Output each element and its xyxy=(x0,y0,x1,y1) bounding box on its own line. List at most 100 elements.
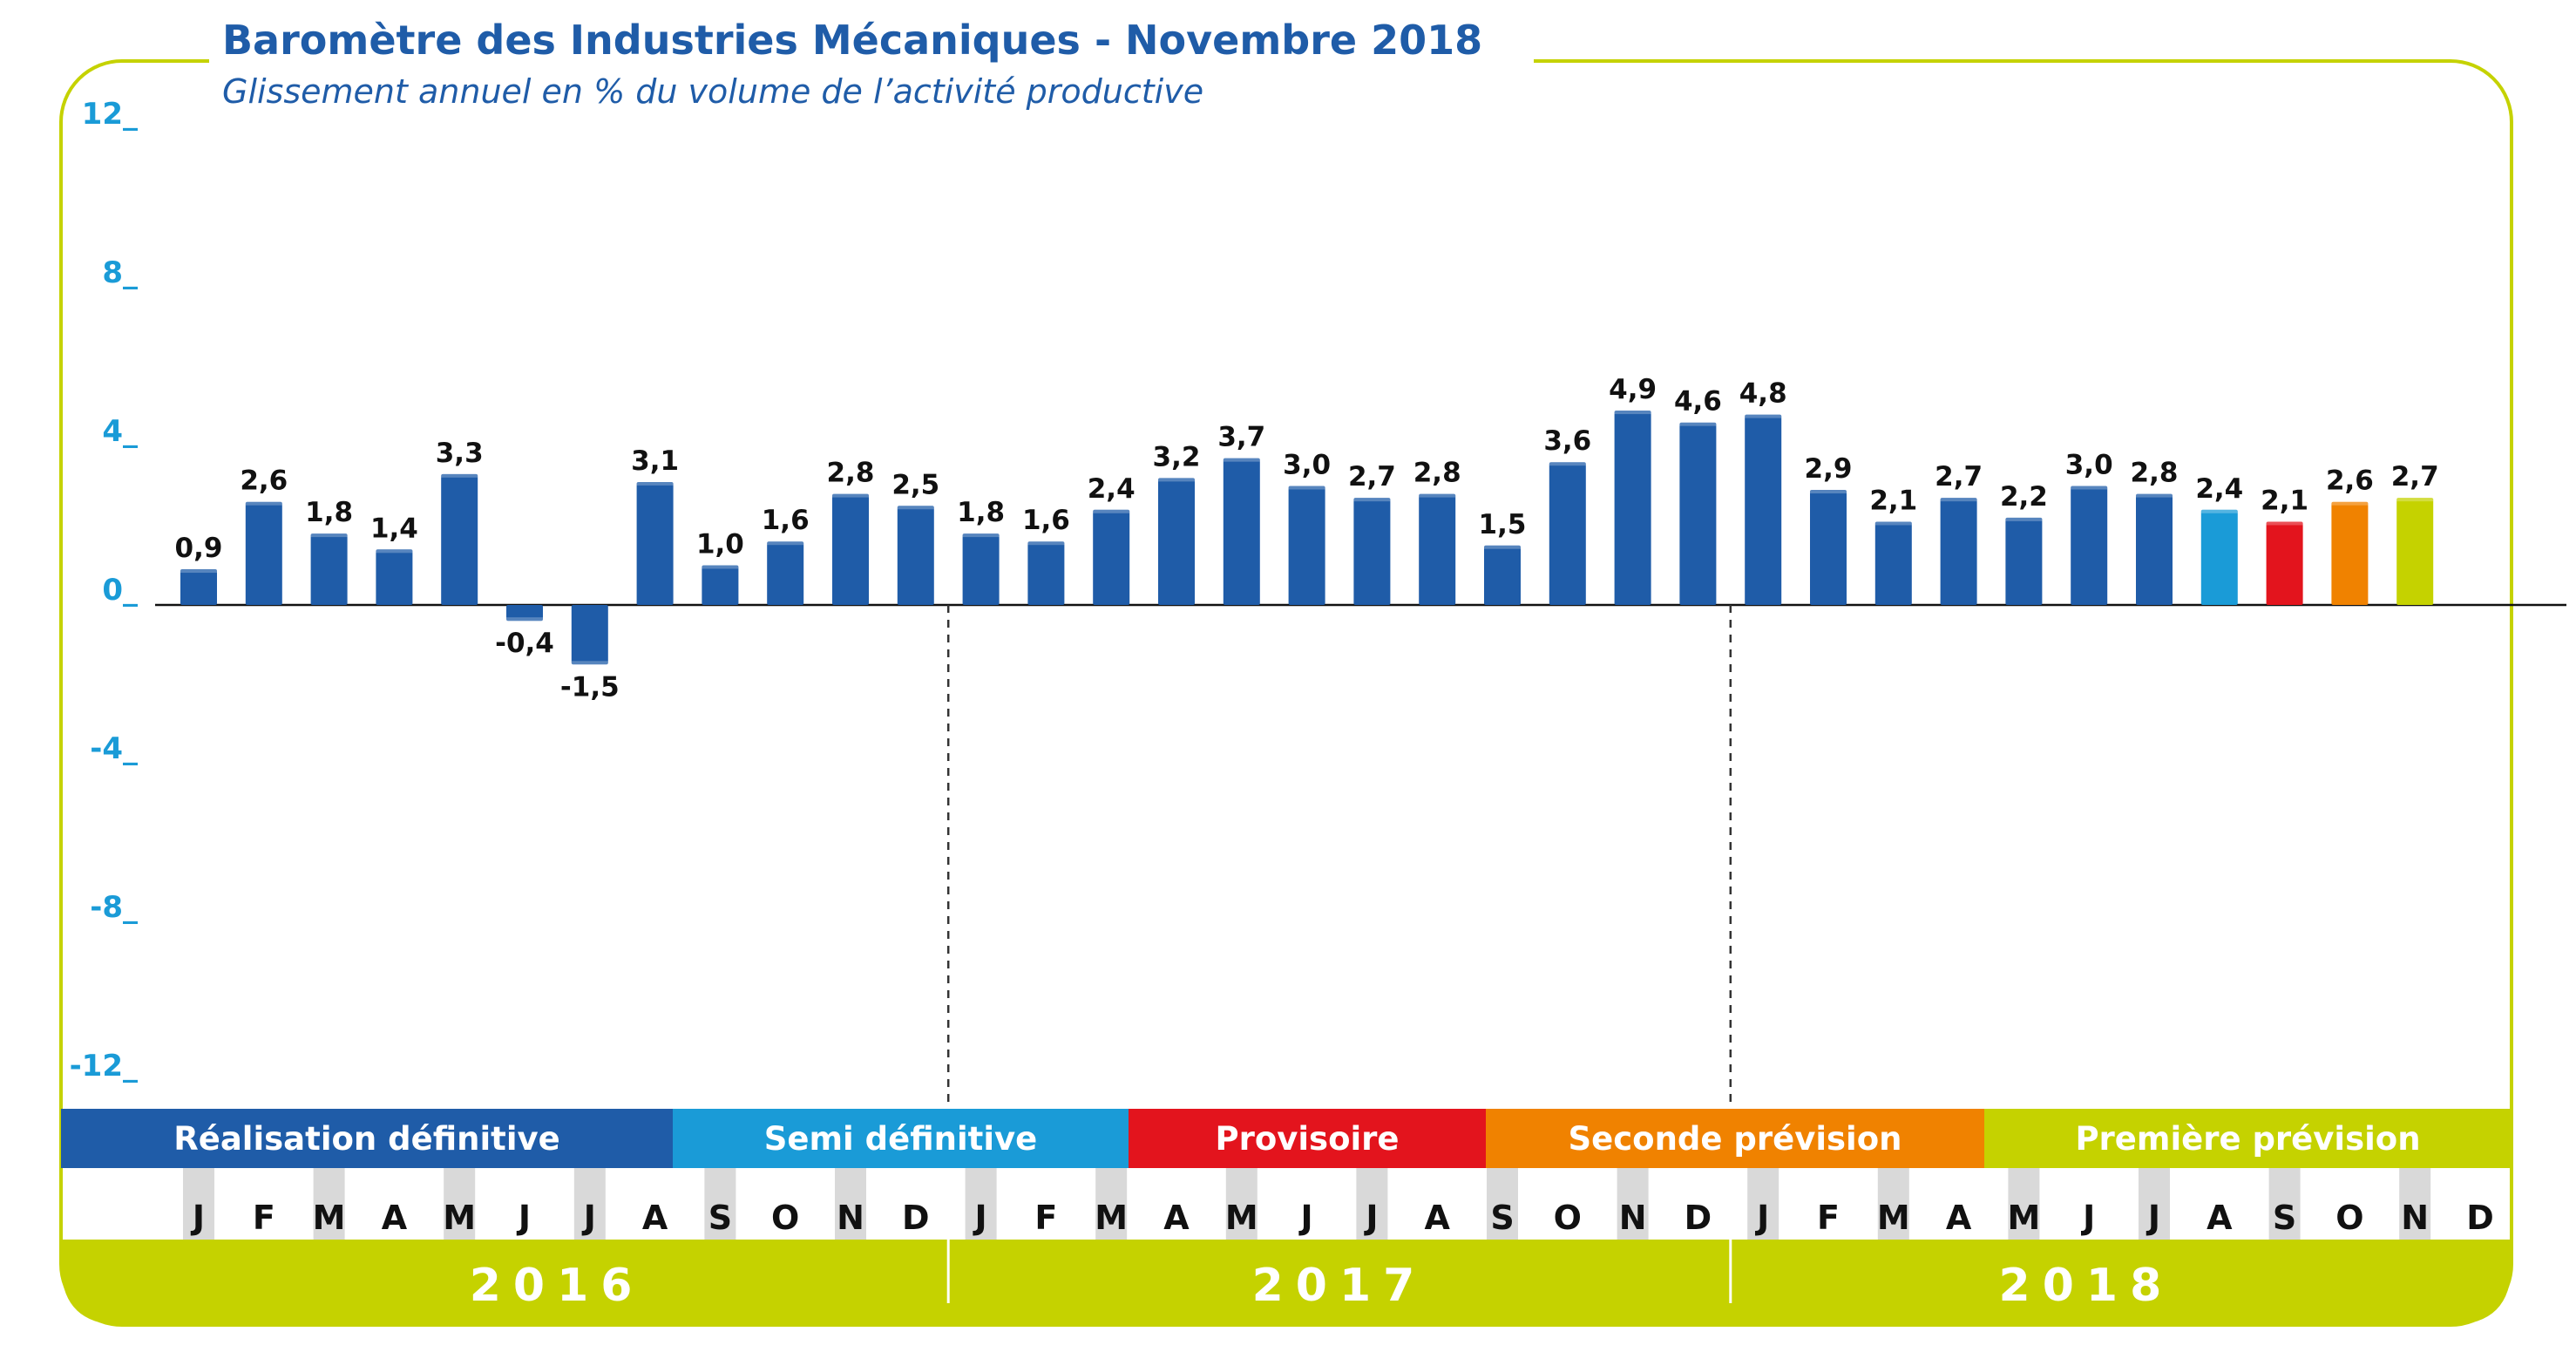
month-label: A xyxy=(1163,1199,1190,1237)
data-label: 2,8 xyxy=(2131,458,2179,489)
data-label: 2,9 xyxy=(1805,453,1853,485)
y-axis: 12_ 8_ 4_ 0_ -4_ -8_ -12_ xyxy=(70,97,138,1084)
data-label: 2,6 xyxy=(240,465,288,497)
month-stripe xyxy=(835,1168,866,1240)
data-label: 3,1 xyxy=(631,445,679,477)
bar xyxy=(310,533,348,605)
month-label: M xyxy=(313,1199,346,1237)
bar xyxy=(2200,509,2238,605)
bar-highlight xyxy=(897,506,934,510)
bar-highlight xyxy=(2200,509,2238,513)
month-label: M xyxy=(1225,1199,1258,1237)
bar xyxy=(2005,517,2043,605)
bar-highlight xyxy=(1745,414,1782,418)
bar xyxy=(832,493,869,605)
month-label: J xyxy=(1363,1199,1378,1237)
data-label: 2,4 xyxy=(1088,473,1135,505)
month-label: A xyxy=(1424,1199,1450,1237)
bar xyxy=(1419,493,1456,605)
y-tick-label: 0_ xyxy=(102,573,138,608)
bar xyxy=(1874,521,1912,605)
title-backdrop xyxy=(209,7,1534,120)
y-tick-label: -8_ xyxy=(90,890,138,925)
bar-highlight xyxy=(441,473,478,478)
data-label: 3,3 xyxy=(436,438,484,469)
bar-highlight xyxy=(832,493,869,498)
month-stripe xyxy=(965,1168,997,1240)
data-label: 2,1 xyxy=(2261,485,2308,516)
data-label: 1,6 xyxy=(762,505,810,536)
data-label: 1,4 xyxy=(370,513,418,544)
bar-highlight xyxy=(2005,517,2043,521)
bar xyxy=(1745,414,1782,605)
chart-title: Baromètre des Industries Mécaniques - No… xyxy=(222,17,1482,64)
data-label: 2,8 xyxy=(827,458,875,489)
year-label: 2017 xyxy=(1252,1260,1427,1312)
month-label: J xyxy=(2146,1199,2160,1237)
month-stripe xyxy=(573,1168,606,1240)
bar-highlight xyxy=(1158,478,1195,482)
bar-highlight xyxy=(1027,541,1065,546)
bar xyxy=(245,501,282,605)
bar xyxy=(1353,498,1391,605)
data-label: -1,5 xyxy=(560,671,620,703)
data-label: 3,0 xyxy=(2065,450,2113,481)
bar xyxy=(506,605,543,622)
phase-label: Provisoire xyxy=(1215,1120,1399,1158)
phase-segment xyxy=(1129,1109,1486,1168)
bar xyxy=(1484,545,1521,605)
bar-highlight xyxy=(1223,458,1260,462)
data-label: 1,5 xyxy=(1479,509,1527,540)
data-label: 1,6 xyxy=(1022,505,1070,536)
bar-highlight xyxy=(2396,498,2434,502)
month-stripe xyxy=(1617,1168,1649,1240)
data-label: 2,5 xyxy=(891,469,939,500)
data-label: 4,8 xyxy=(1739,378,1787,410)
month-label: O xyxy=(771,1199,799,1237)
month-label: A xyxy=(2207,1199,2233,1237)
month-stripe xyxy=(1225,1168,1257,1240)
month-label: O xyxy=(2335,1199,2363,1237)
phase-segment xyxy=(673,1109,1129,1168)
month-label: A xyxy=(1946,1199,1972,1237)
phase-segment xyxy=(1486,1109,1984,1168)
month-label: J xyxy=(2080,1199,2095,1237)
bar-highlight xyxy=(962,533,1000,538)
month-label: S xyxy=(1490,1199,1514,1237)
data-label: 0,9 xyxy=(175,533,223,564)
y-tick-label: -4_ xyxy=(90,731,138,766)
month-label: M xyxy=(443,1199,476,1237)
bar xyxy=(1549,462,1586,605)
bar-highlight xyxy=(1679,422,1717,426)
bar-highlight xyxy=(702,565,739,569)
bar-highlight xyxy=(2266,521,2303,526)
data-label: 2,7 xyxy=(2391,461,2439,493)
bar xyxy=(441,473,478,605)
bar-highlight xyxy=(636,481,674,486)
month-label: J xyxy=(190,1199,205,1237)
chart-subtitle: Glissement annuel en % du volume de l’ac… xyxy=(222,72,1203,111)
month-stripe xyxy=(1877,1168,1909,1240)
bar xyxy=(1679,422,1717,605)
bar xyxy=(1810,490,1847,605)
bar-highlight xyxy=(376,549,413,554)
bar-highlight xyxy=(2331,501,2369,506)
year-band-bg xyxy=(61,1240,2512,1325)
data-label: 4,9 xyxy=(1609,374,1657,405)
bars xyxy=(180,411,2434,665)
month-stripe xyxy=(183,1168,214,1240)
month-label: S xyxy=(2273,1199,2296,1237)
bar-highlight xyxy=(2136,493,2173,498)
bar xyxy=(1158,478,1195,605)
month-stripe xyxy=(2008,1168,2040,1240)
month-label: J xyxy=(1754,1199,1769,1237)
month-label: F xyxy=(1817,1199,1840,1237)
bar xyxy=(376,549,413,605)
bar-highlight xyxy=(1874,521,1912,526)
bar xyxy=(2136,493,2173,605)
month-label: J xyxy=(516,1199,531,1237)
bar xyxy=(767,541,804,605)
bar xyxy=(180,569,217,605)
phase-segment xyxy=(1984,1109,2512,1168)
